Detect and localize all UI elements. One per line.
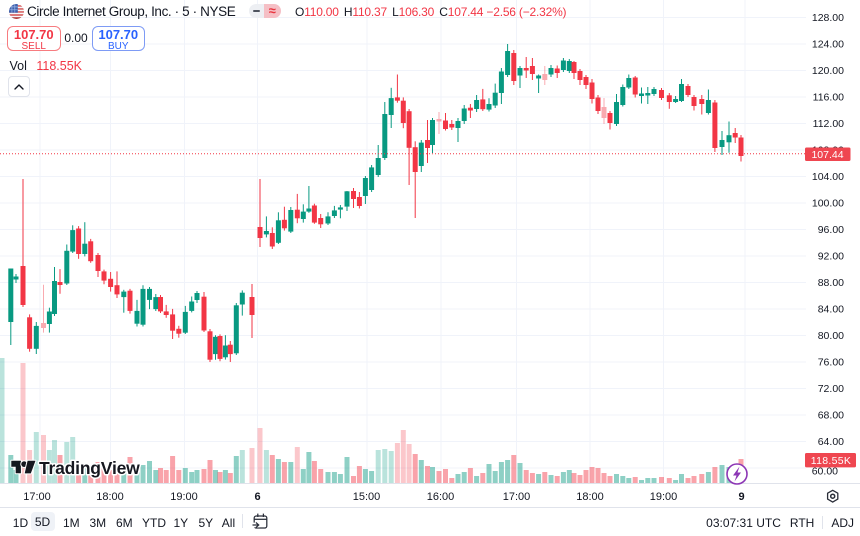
svg-text:84.00: 84.00 xyxy=(818,304,844,316)
svg-text:68.00: 68.00 xyxy=(818,410,844,422)
svg-text:88.00: 88.00 xyxy=(818,277,844,289)
svg-text:18:00: 18:00 xyxy=(96,491,124,503)
svg-text:118.55K: 118.55K xyxy=(811,455,851,467)
svg-text:15:00: 15:00 xyxy=(353,491,381,503)
svg-text:96.00: 96.00 xyxy=(818,224,844,236)
svg-text:124.00: 124.00 xyxy=(812,39,844,51)
svg-text:107.44: 107.44 xyxy=(811,149,843,161)
svg-text:18:00: 18:00 xyxy=(576,491,604,503)
svg-text:19:00: 19:00 xyxy=(650,491,678,503)
svg-text:16:00: 16:00 xyxy=(427,491,455,503)
svg-text:120.00: 120.00 xyxy=(812,65,844,77)
svg-text:17:00: 17:00 xyxy=(503,491,531,503)
svg-text:128.00: 128.00 xyxy=(812,12,844,24)
svg-text:19:00: 19:00 xyxy=(170,491,198,503)
svg-text:64.00: 64.00 xyxy=(818,436,844,448)
svg-text:112.00: 112.00 xyxy=(813,118,844,130)
svg-text:72.00: 72.00 xyxy=(818,383,844,395)
svg-text:76.00: 76.00 xyxy=(818,357,844,369)
svg-text:104.00: 104.00 xyxy=(812,171,844,183)
svg-text:116.00: 116.00 xyxy=(813,92,844,104)
svg-text:100.00: 100.00 xyxy=(812,198,844,210)
svg-text:TradingView: TradingView xyxy=(39,458,140,478)
svg-text:80.00: 80.00 xyxy=(818,330,844,342)
svg-text:92.00: 92.00 xyxy=(818,251,844,263)
svg-text:9: 9 xyxy=(738,491,744,503)
svg-text:6: 6 xyxy=(254,491,260,503)
svg-text:60.00: 60.00 xyxy=(812,466,838,478)
svg-text:17:00: 17:00 xyxy=(23,491,51,503)
